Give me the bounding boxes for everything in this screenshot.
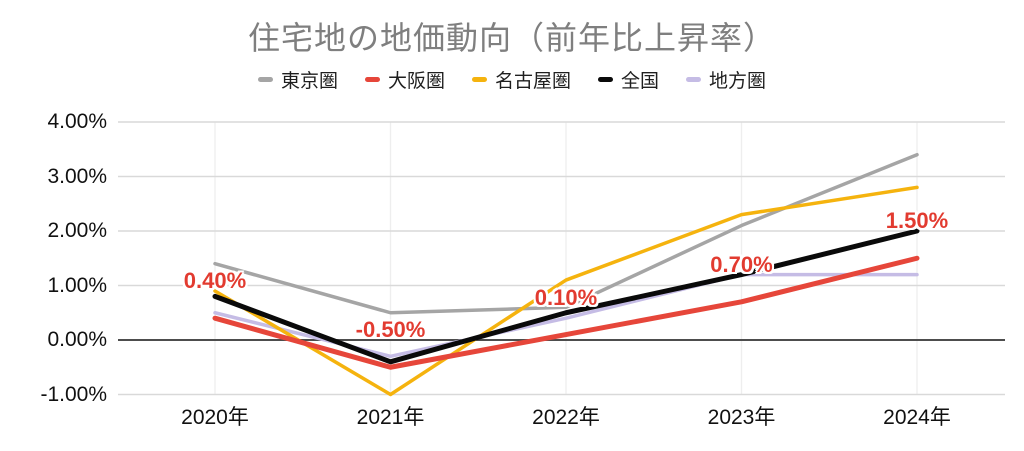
series-line-nagoya <box>213 185 919 397</box>
legend-swatch-tokyo <box>257 77 273 82</box>
legend-label-nagoya: 名古屋圏 <box>494 71 571 92</box>
x-axis-tick-label: 2021年 <box>356 406 425 429</box>
data-label-2024: 1.50% <box>885 208 949 234</box>
legend-label-regional: 地方圏 <box>709 71 767 92</box>
data-label-2020: 0.40% <box>183 268 247 294</box>
y-axis-tick-label: 3.00% <box>47 164 107 188</box>
series-line-osaka <box>212 255 920 370</box>
x-axis-tick-label: 2020年 <box>181 406 249 429</box>
legend-item-nagoya[interactable]: 名古屋圏 <box>471 66 571 93</box>
legend-swatch-osaka <box>364 77 380 82</box>
legend-item-national[interactable]: 全国 <box>598 66 659 93</box>
legend-item-regional[interactable]: 地方圏 <box>686 66 766 93</box>
legend-label-national: 全国 <box>621 71 660 92</box>
y-axis-tick-label: 0.00% <box>47 328 107 351</box>
legend-label-tokyo: 東京圏 <box>280 71 338 92</box>
chart-title: 住宅地の地価動向（前年比上昇率） <box>247 20 776 56</box>
series-line-national <box>212 228 920 365</box>
chart-legend: 東京圏 大阪圏 名古屋圏 全国 地方圏 <box>0 66 1024 93</box>
y-axis-tick-label: 1.00% <box>47 273 107 297</box>
legend-swatch-nagoya <box>471 77 487 82</box>
legend-swatch-national <box>598 77 613 82</box>
series-line-tokyo <box>213 152 919 315</box>
x-axis-tick-label: 2023年 <box>707 406 776 429</box>
legend-item-osaka[interactable]: 大阪圏 <box>364 66 445 93</box>
legend-swatch-regional <box>686 77 702 82</box>
x-axis-tick-label: 2022年 <box>532 406 600 429</box>
x-axis-tick-label: 2024年 <box>883 406 951 429</box>
y-axis-tick-label: 2.00% <box>47 219 107 242</box>
data-label-2023: 0.70% <box>710 251 773 277</box>
y-axis-tick-label: -1.00% <box>40 382 107 406</box>
data-label-2021: -0.50% <box>355 317 426 343</box>
y-axis-tick-label: 4.00% <box>47 110 107 133</box>
legend-item-tokyo[interactable]: 東京圏 <box>257 66 338 93</box>
legend-label-osaka: 大阪圏 <box>387 71 445 92</box>
data-label-2022: 0.10% <box>534 284 598 310</box>
